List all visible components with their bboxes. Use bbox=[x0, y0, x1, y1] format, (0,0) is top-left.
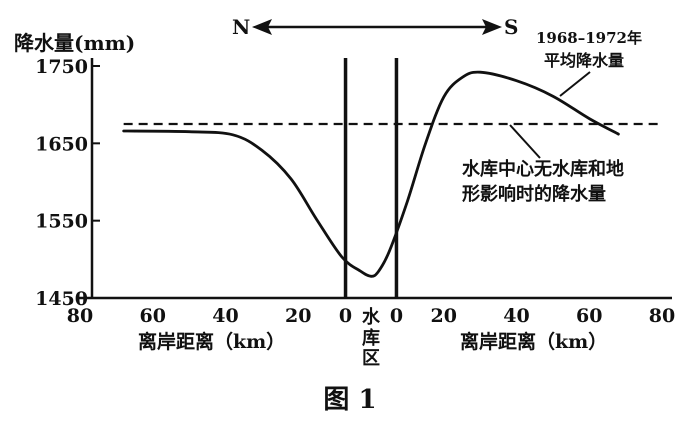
x-axis-title-left: 离岸距离（km） bbox=[138, 330, 285, 353]
solid-line-annotation-line1: 1968–1972年 bbox=[536, 29, 642, 47]
y-tick-label: 1550 bbox=[35, 211, 88, 233]
arrow-left-icon bbox=[252, 19, 272, 35]
x-axis-title-right: 离岸距离（km） bbox=[460, 330, 607, 353]
x-tick-label: 40 bbox=[503, 305, 529, 327]
x-tick-label: 60 bbox=[140, 305, 166, 327]
x-tick-label: 80 bbox=[67, 305, 93, 327]
average-precipitation-series bbox=[122, 70, 620, 278]
south-label: S bbox=[504, 15, 518, 39]
arrow-right-icon bbox=[482, 19, 502, 35]
dashed-line-leader bbox=[509, 124, 541, 159]
x-tick-label: 20 bbox=[431, 305, 457, 327]
y-tick-label: 1450 bbox=[35, 288, 88, 310]
direction-arrow bbox=[252, 19, 502, 35]
y-axis-title: 降水量(mm) bbox=[14, 31, 135, 55]
solid-line-annotation-line2: 平均降水量 bbox=[544, 51, 624, 70]
x-tick-label: 20 bbox=[285, 305, 311, 327]
dashed-line-annotation-line2: 形影响时的降水量 bbox=[462, 183, 606, 205]
dashed-line-annotation-line1: 水库中心无水库和地 bbox=[462, 158, 624, 180]
x-tick-label: 80 bbox=[649, 305, 675, 327]
reservoir-label-char-1: 水 bbox=[362, 306, 381, 328]
figure-caption: 图 1 bbox=[323, 385, 376, 415]
x-tick-label: 0 bbox=[390, 305, 403, 327]
north-label: N bbox=[232, 15, 250, 39]
reservoir-label-char-3: 区 bbox=[362, 348, 380, 369]
x-tick-label: 0 bbox=[339, 305, 352, 327]
y-tick-label: 1750 bbox=[35, 56, 88, 78]
reservoir-label-char-2: 库 bbox=[362, 327, 380, 349]
x-tick-label: 40 bbox=[212, 305, 238, 327]
x-tick-label: 60 bbox=[576, 305, 602, 327]
solid-line-leader bbox=[559, 71, 591, 97]
y-tick-label: 1650 bbox=[35, 133, 88, 155]
